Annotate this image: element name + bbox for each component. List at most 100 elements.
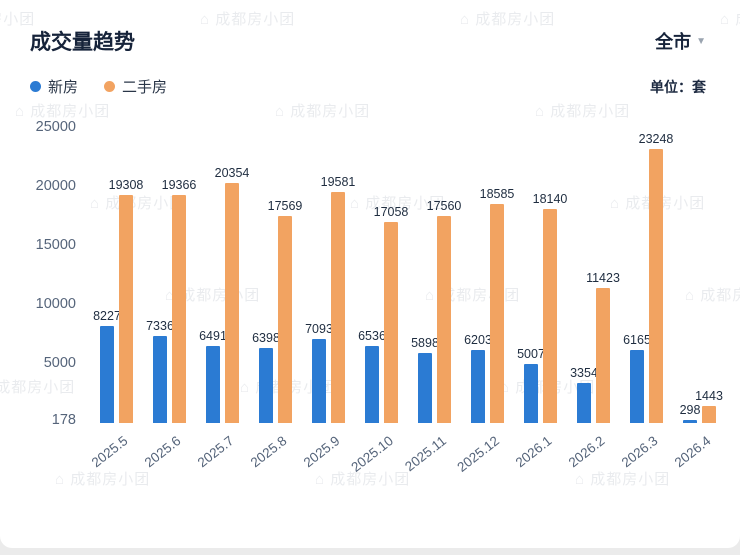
bar-slot: 7093	[305, 121, 333, 423]
bar-slot: 19366	[162, 121, 196, 423]
bar-group: 298 1443 2026.4	[672, 121, 723, 470]
bar-value-label: 6491	[199, 329, 227, 344]
bar-group: 6536 17058 2025.10	[348, 121, 408, 475]
bar-slot: 17569	[268, 121, 302, 423]
bar-slot: 19581	[321, 121, 355, 423]
bar-new-homes[interactable]	[418, 353, 432, 423]
y-axis: 25000 20000 15000 10000 5000 178	[18, 103, 726, 511]
chevron-down-icon: ▼	[696, 35, 706, 47]
y-axis-tick-label: 15000	[35, 237, 76, 253]
header: 成交量趋势 全市 ▼	[0, 0, 740, 56]
bar-secondhand-homes[interactable]	[702, 406, 716, 423]
legend-row: 新房 二手房 单位：套	[0, 56, 740, 97]
bar-secondhand-homes[interactable]	[490, 203, 504, 423]
bar-new-homes[interactable]	[471, 349, 485, 423]
bar-group: 6203 18585 2025.12	[454, 121, 514, 475]
bar-value-label: 1443	[695, 389, 723, 403]
bar-slot: 5898	[411, 121, 439, 423]
bar-value-label: 19581	[320, 174, 356, 189]
bar-new-homes[interactable]	[365, 345, 379, 423]
bar-group: 6398 17569 2025.8	[248, 121, 302, 471]
bar-value-label: 19308	[108, 178, 144, 193]
bar-new-homes[interactable]	[206, 346, 220, 423]
bar-value-label: 17058	[373, 204, 409, 219]
bar-slot: 23248	[639, 121, 673, 423]
bar-slot: 6203	[464, 121, 492, 423]
bar-slot: 17560	[427, 121, 461, 423]
bar-secondhand-homes[interactable]	[596, 288, 610, 423]
bar-value-label: 23248	[638, 131, 674, 146]
bar-value-label: 7336	[146, 319, 174, 334]
plot-area: 8227 19308 2025.5 7336 19366 2025.6 6491 20354 2…	[89, 121, 723, 475]
bar-secondhand-homes[interactable]	[225, 182, 239, 423]
bar-new-homes[interactable]	[683, 419, 697, 423]
bar-value-label: 17569	[267, 198, 303, 213]
bar-value-label: 20354	[214, 165, 250, 180]
legend-item-secondhand-homes[interactable]: 二手房	[104, 76, 167, 97]
bar-secondhand-homes[interactable]	[384, 221, 398, 423]
bar-slot: 18585	[480, 121, 514, 423]
bar-secondhand-homes[interactable]	[278, 215, 292, 423]
bar-group: 8227 19308 2025.5	[89, 121, 143, 470]
y-axis-tick-label: 10000	[35, 296, 76, 312]
bar-slot: 8227	[93, 121, 121, 423]
bar-value-label: 6536	[358, 328, 386, 343]
bar-value-label: 18140	[532, 191, 568, 206]
bar-new-homes[interactable]	[577, 383, 591, 423]
bar-new-homes[interactable]	[153, 336, 167, 423]
bar-slot: 1443	[695, 121, 723, 423]
legend-dot-secondhand-homes-icon	[104, 81, 116, 92]
bar-new-homes[interactable]	[312, 339, 326, 423]
bar-slot: 5007	[517, 121, 545, 423]
bar-value-label: 8227	[93, 308, 121, 323]
y-axis-tick-label: 25000	[35, 119, 76, 135]
chart-area: 25000 20000 15000 10000 5000 178 8227 19308 202…	[18, 103, 726, 511]
legend-label-secondhand-homes: 二手房	[122, 79, 168, 96]
y-axis-tick-label: 5000	[43, 355, 76, 371]
bar-new-homes[interactable]	[259, 347, 273, 423]
bar-value-label: 3354	[570, 366, 598, 381]
bar-slot: 20354	[215, 121, 249, 423]
city-filter-label: 全市	[655, 32, 692, 52]
bar-secondhand-homes[interactable]	[331, 191, 345, 423]
bar-group: 6491 20354 2025.7	[195, 121, 249, 470]
bar-new-homes[interactable]	[630, 350, 644, 423]
y-axis-tick-label: 178	[51, 412, 76, 428]
bar-group: 7336 19366 2025.6	[142, 121, 196, 471]
unit-label: 单位：套	[650, 78, 706, 95]
bar-new-homes[interactable]	[524, 363, 538, 423]
bar-value-label: 6398	[252, 330, 280, 345]
bar-secondhand-homes[interactable]	[119, 195, 133, 423]
bar-secondhand-homes[interactable]	[649, 148, 663, 423]
bar-slot: 3354	[570, 121, 598, 423]
bar-slot: 6398	[252, 121, 280, 423]
bar-group: 5898 17560 2025.11	[402, 121, 462, 474]
bar-secondhand-homes[interactable]	[437, 215, 451, 423]
bar-group: 7093 19581 2025.9	[301, 121, 355, 470]
bar-value-label: 5007	[517, 346, 545, 361]
city-filter-dropdown[interactable]: 全市 ▼	[655, 28, 706, 54]
bar-value-label: 6203	[464, 332, 492, 347]
bar-value-label: 11423	[586, 271, 620, 286]
legend-label-new-homes: 新房	[48, 79, 79, 96]
legend-item-new-homes[interactable]: 新房	[30, 76, 78, 97]
bar-slot: 19308	[109, 121, 143, 423]
bar-slot: 18140	[533, 121, 567, 423]
bar-slot: 17058	[374, 121, 408, 423]
bar-value-label: 18585	[479, 186, 515, 201]
bar-value-label: 7093	[305, 322, 333, 337]
bar-slot: 6491	[199, 121, 227, 423]
bar-secondhand-homes[interactable]	[172, 194, 186, 423]
bar-value-label: 5898	[411, 336, 439, 351]
bar-value-label: 19366	[161, 177, 197, 192]
bar-new-homes[interactable]	[100, 325, 114, 423]
legend-dot-new-homes-icon	[30, 81, 41, 92]
bar-value-label: 6165	[623, 333, 651, 348]
y-axis-tick-label: 20000	[35, 178, 76, 194]
bar-group: 3354 11423 2026.2	[566, 121, 620, 470]
bar-secondhand-homes[interactable]	[543, 208, 557, 423]
bar-value-label: 298	[679, 402, 701, 417]
bar-group: 6165 23248 2026.3	[619, 121, 673, 471]
bar-slot: 6536	[358, 121, 386, 423]
